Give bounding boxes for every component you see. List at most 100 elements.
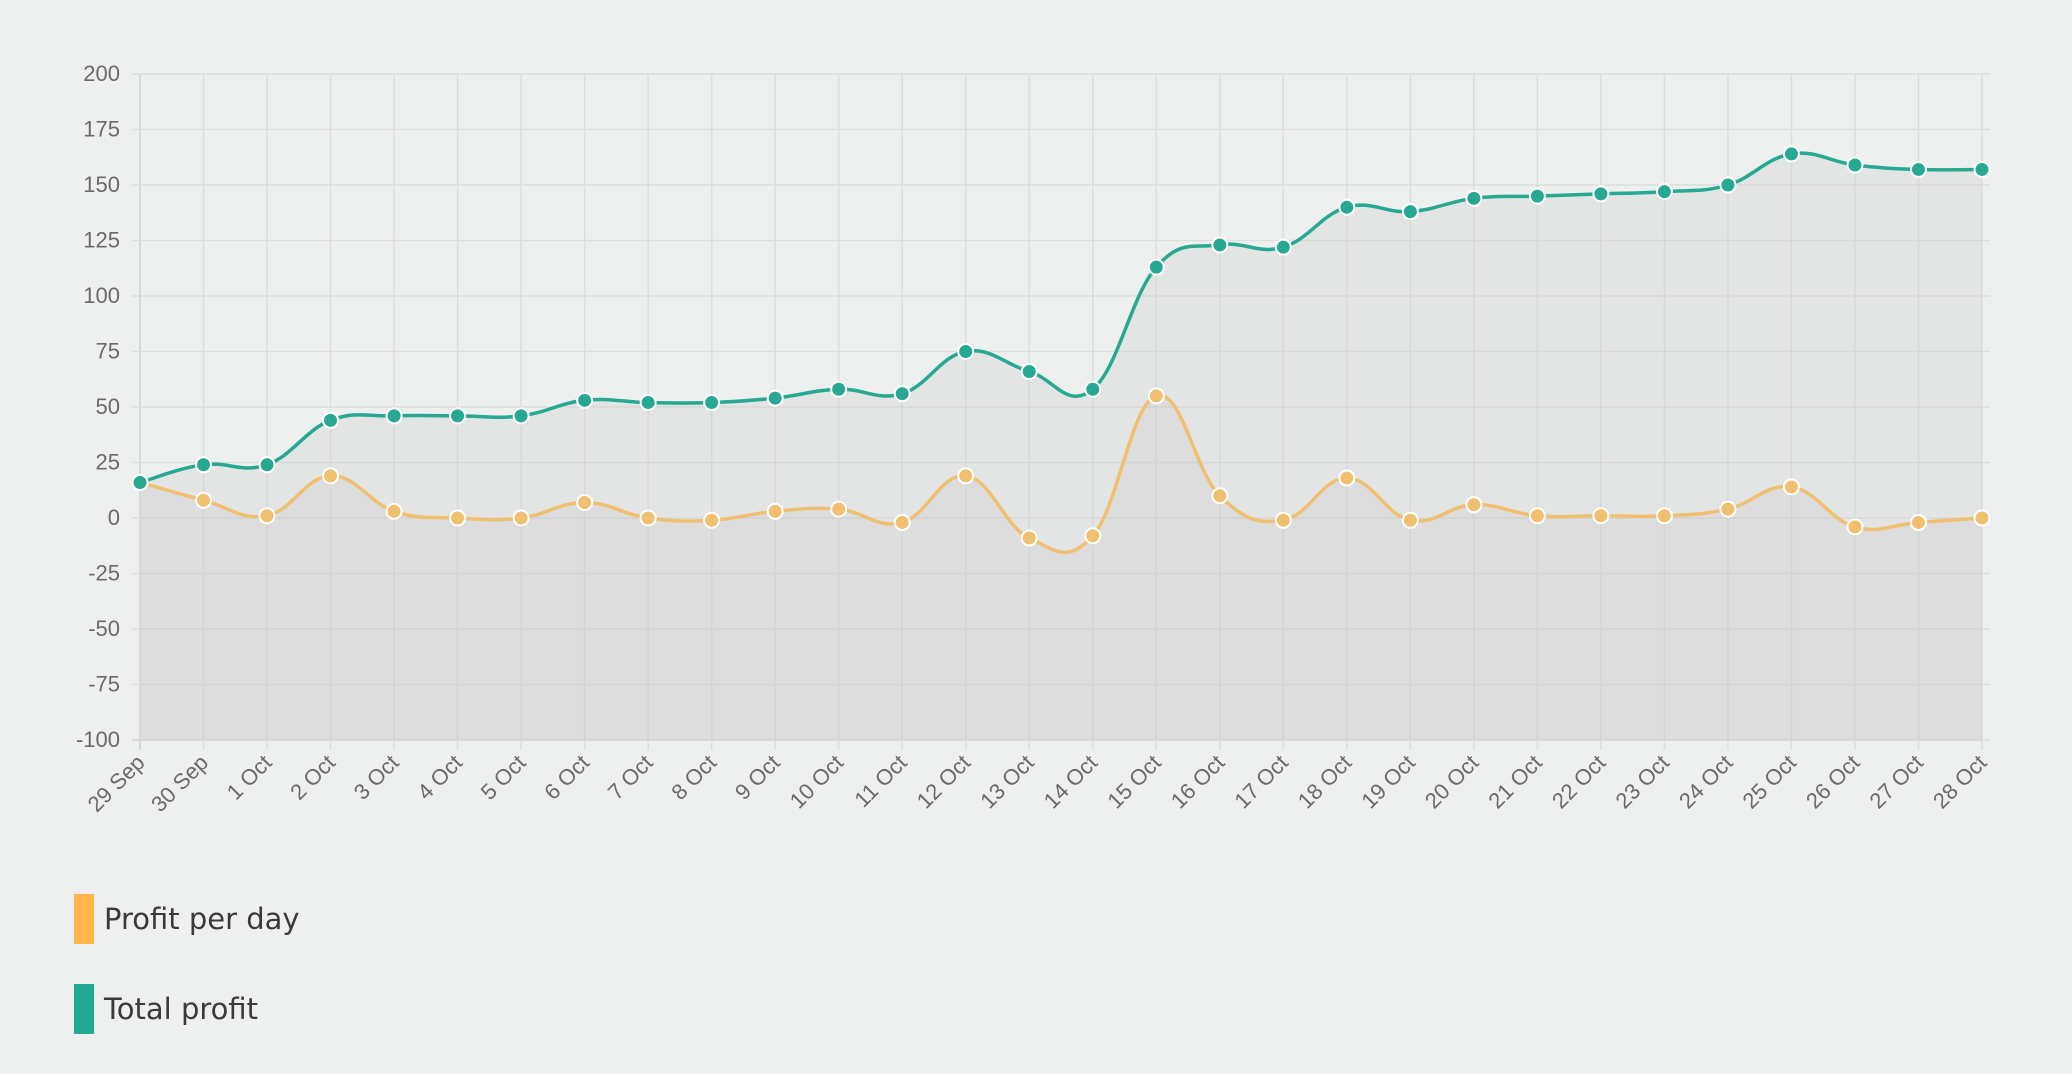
y-tick-label: 25	[96, 450, 120, 475]
data-point-total-profit[interactable]	[1782, 145, 1800, 163]
legend-item-total-profit[interactable]: Total profit	[74, 984, 300, 1034]
y-tick-label: 200	[83, 61, 120, 86]
chart-axes	[132, 74, 1982, 750]
data-point-profit-per-day[interactable]	[703, 511, 721, 529]
data-point-profit-per-day[interactable]	[1909, 513, 1927, 531]
data-point-profit-per-day[interactable]	[1846, 518, 1864, 536]
data-point-total-profit[interactable]	[703, 394, 721, 412]
data-point-total-profit[interactable]	[1592, 185, 1610, 203]
y-tick-label: -25	[88, 561, 120, 586]
data-point-profit-per-day[interactable]	[1465, 496, 1483, 514]
data-point-total-profit[interactable]	[1528, 187, 1546, 205]
data-point-profit-per-day[interactable]	[385, 502, 403, 520]
legend-swatch-profit-per-day	[74, 894, 94, 944]
x-tick-label: 5 Oct	[476, 750, 531, 805]
data-point-profit-per-day[interactable]	[322, 467, 340, 485]
legend-swatch-total-profit	[74, 984, 94, 1034]
x-tick-label: 7 Oct	[603, 750, 658, 805]
data-point-profit-per-day[interactable]	[1084, 527, 1102, 545]
data-point-profit-per-day[interactable]	[766, 502, 784, 520]
x-tick-label: 10 Oct	[785, 750, 849, 814]
data-point-profit-per-day[interactable]	[258, 507, 276, 525]
data-point-profit-per-day[interactable]	[1592, 507, 1610, 525]
data-point-profit-per-day[interactable]	[893, 513, 911, 531]
data-point-profit-per-day[interactable]	[1973, 509, 1991, 527]
data-point-total-profit[interactable]	[1147, 258, 1165, 276]
data-point-profit-per-day[interactable]	[449, 509, 467, 527]
data-point-total-profit[interactable]	[830, 380, 848, 398]
profit-line-chart: 200 175 150 125 100 75 50 25 0 -25 -50 -75 -100 29 S…	[76, 61, 1992, 817]
data-point-total-profit[interactable]	[576, 391, 594, 409]
data-point-total-profit[interactable]	[1084, 380, 1102, 398]
data-point-total-profit[interactable]	[1719, 176, 1737, 194]
chart-legend: Profit per day Total profit	[74, 894, 300, 1074]
x-tick-label: 27 Oct	[1865, 750, 1929, 814]
x-tick-label: 22 Oct	[1547, 750, 1611, 814]
data-point-profit-per-day[interactable]	[195, 491, 213, 509]
x-tick-label: 28 Oct	[1928, 750, 1992, 814]
y-tick-label: -100	[76, 727, 120, 752]
data-point-total-profit[interactable]	[957, 343, 975, 360]
data-point-total-profit[interactable]	[639, 394, 657, 412]
data-point-total-profit[interactable]	[131, 473, 149, 491]
data-point-profit-per-day[interactable]	[1211, 487, 1229, 505]
data-point-total-profit[interactable]	[258, 456, 276, 474]
x-tick-label: 3 Oct	[349, 750, 404, 805]
x-tick-label: 2 Oct	[285, 750, 340, 805]
data-point-total-profit[interactable]	[893, 385, 911, 403]
data-point-profit-per-day[interactable]	[1020, 529, 1038, 547]
data-point-total-profit[interactable]	[1465, 189, 1483, 207]
data-point-total-profit[interactable]	[385, 407, 403, 425]
x-tick-label: 14 Oct	[1039, 750, 1103, 814]
x-tick-label: 30 Sep	[146, 750, 213, 817]
legend-item-profit-per-day[interactable]: Profit per day	[74, 894, 300, 944]
data-point-profit-per-day[interactable]	[1274, 511, 1292, 529]
data-point-profit-per-day[interactable]	[1719, 500, 1737, 518]
x-tick-label: 9 Oct	[730, 750, 785, 805]
x-tick-label: 8 Oct	[666, 750, 721, 805]
data-point-profit-per-day[interactable]	[1528, 507, 1546, 525]
x-tick-label: 18 Oct	[1293, 750, 1357, 814]
x-tick-label: 6 Oct	[539, 750, 594, 805]
data-point-profit-per-day[interactable]	[1655, 507, 1673, 525]
x-tick-label: 17 Oct	[1229, 750, 1293, 814]
x-tick-label: 15 Oct	[1102, 750, 1166, 814]
y-tick-label: 125	[83, 228, 120, 253]
series-area-total-profit	[140, 153, 1982, 740]
data-point-total-profit[interactable]	[1211, 236, 1229, 254]
data-point-profit-per-day[interactable]	[1782, 478, 1800, 496]
data-point-total-profit[interactable]	[512, 407, 530, 425]
data-point-total-profit[interactable]	[1274, 238, 1292, 256]
data-point-profit-per-day[interactable]	[830, 500, 848, 518]
data-point-profit-per-day[interactable]	[1147, 387, 1165, 405]
x-tick-label: 12 Oct	[912, 750, 976, 814]
data-point-total-profit[interactable]	[322, 411, 340, 429]
x-tick-label: 4 Oct	[412, 750, 467, 805]
x-tick-label: 24 Oct	[1674, 750, 1738, 814]
x-tick-label: 25 Oct	[1737, 750, 1801, 814]
x-tick-label: 29 Sep	[83, 750, 150, 817]
data-point-profit-per-day[interactable]	[639, 509, 657, 527]
y-tick-label: 175	[83, 117, 120, 142]
chart-data-points[interactable]	[131, 145, 1991, 547]
data-point-total-profit[interactable]	[766, 389, 784, 407]
data-point-total-profit[interactable]	[1401, 203, 1419, 221]
data-point-total-profit[interactable]	[1655, 183, 1673, 201]
y-axis-tick-labels: 200 175 150 125 100 75 50 25 0 -25 -50 -75 -100	[76, 61, 120, 752]
data-point-total-profit[interactable]	[449, 407, 467, 425]
data-point-profit-per-day[interactable]	[576, 493, 594, 511]
y-tick-label: 50	[96, 394, 120, 419]
data-point-profit-per-day[interactable]	[1338, 469, 1356, 487]
data-point-total-profit[interactable]	[1909, 160, 1927, 178]
data-point-total-profit[interactable]	[195, 456, 213, 474]
data-point-total-profit[interactable]	[1338, 198, 1356, 216]
series-area-profit-per-day	[140, 395, 1982, 740]
data-point-profit-per-day[interactable]	[512, 509, 530, 527]
data-point-total-profit[interactable]	[1973, 160, 1991, 178]
data-point-total-profit[interactable]	[1020, 362, 1038, 380]
data-point-profit-per-day[interactable]	[1401, 511, 1419, 529]
chart-fill-areas	[140, 153, 1982, 740]
data-point-profit-per-day[interactable]	[957, 467, 975, 485]
data-point-total-profit[interactable]	[1846, 156, 1864, 174]
